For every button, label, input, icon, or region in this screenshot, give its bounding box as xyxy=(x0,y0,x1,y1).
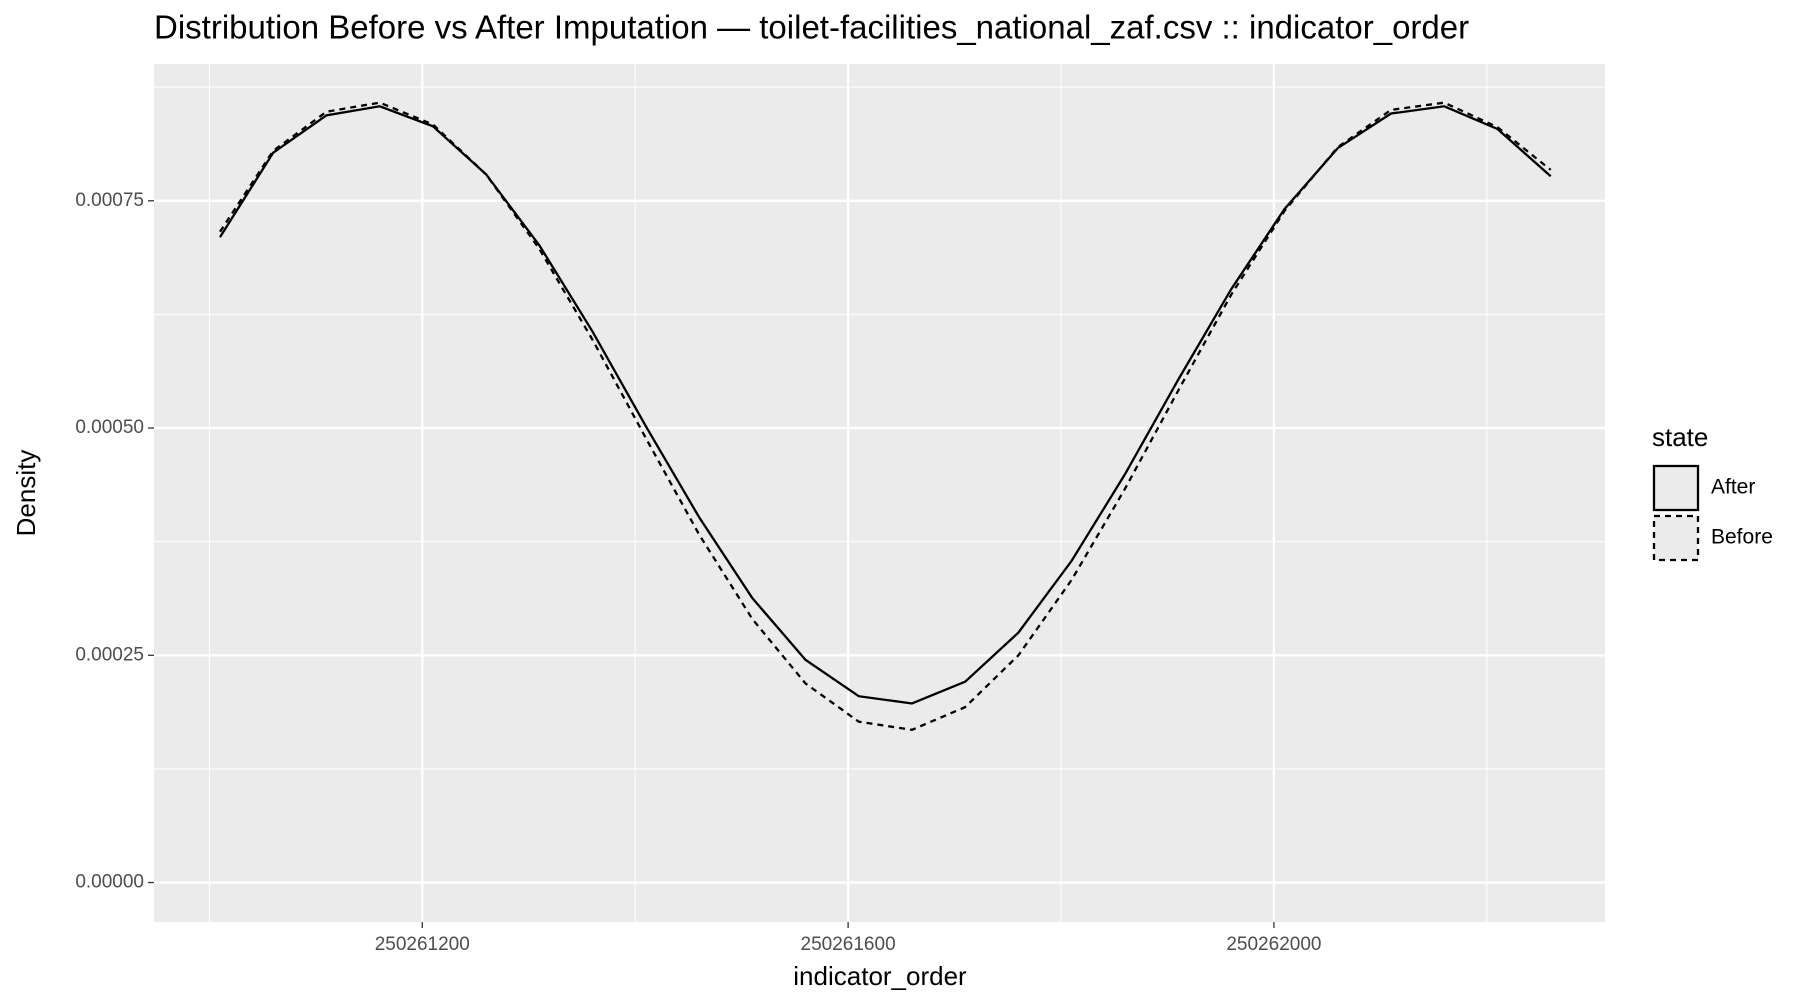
x-axis-label: indicator_order xyxy=(793,961,967,991)
legend-key xyxy=(1652,514,1700,562)
legend-title: state xyxy=(1652,422,1708,452)
y-axis-label: Density xyxy=(11,450,41,537)
y-tick-label: 0.00000 xyxy=(75,872,144,893)
y-tick-label: 0.00050 xyxy=(75,417,144,438)
legend-label: After xyxy=(1711,476,1755,499)
y-tick-label: 0.00075 xyxy=(75,190,144,211)
panel xyxy=(154,64,1605,922)
legend-key xyxy=(1652,464,1700,512)
chart-title: Distribution Before vs After Imputation … xyxy=(154,9,1469,46)
x-tick-label: 250261200 xyxy=(375,934,470,955)
y-tick-label: 0.00025 xyxy=(75,644,144,665)
x-tick-label: 250262000 xyxy=(1226,934,1321,955)
x-tick-label: 250261600 xyxy=(801,934,896,955)
series-line xyxy=(219,101,1552,732)
legend-label: Before xyxy=(1711,526,1773,549)
